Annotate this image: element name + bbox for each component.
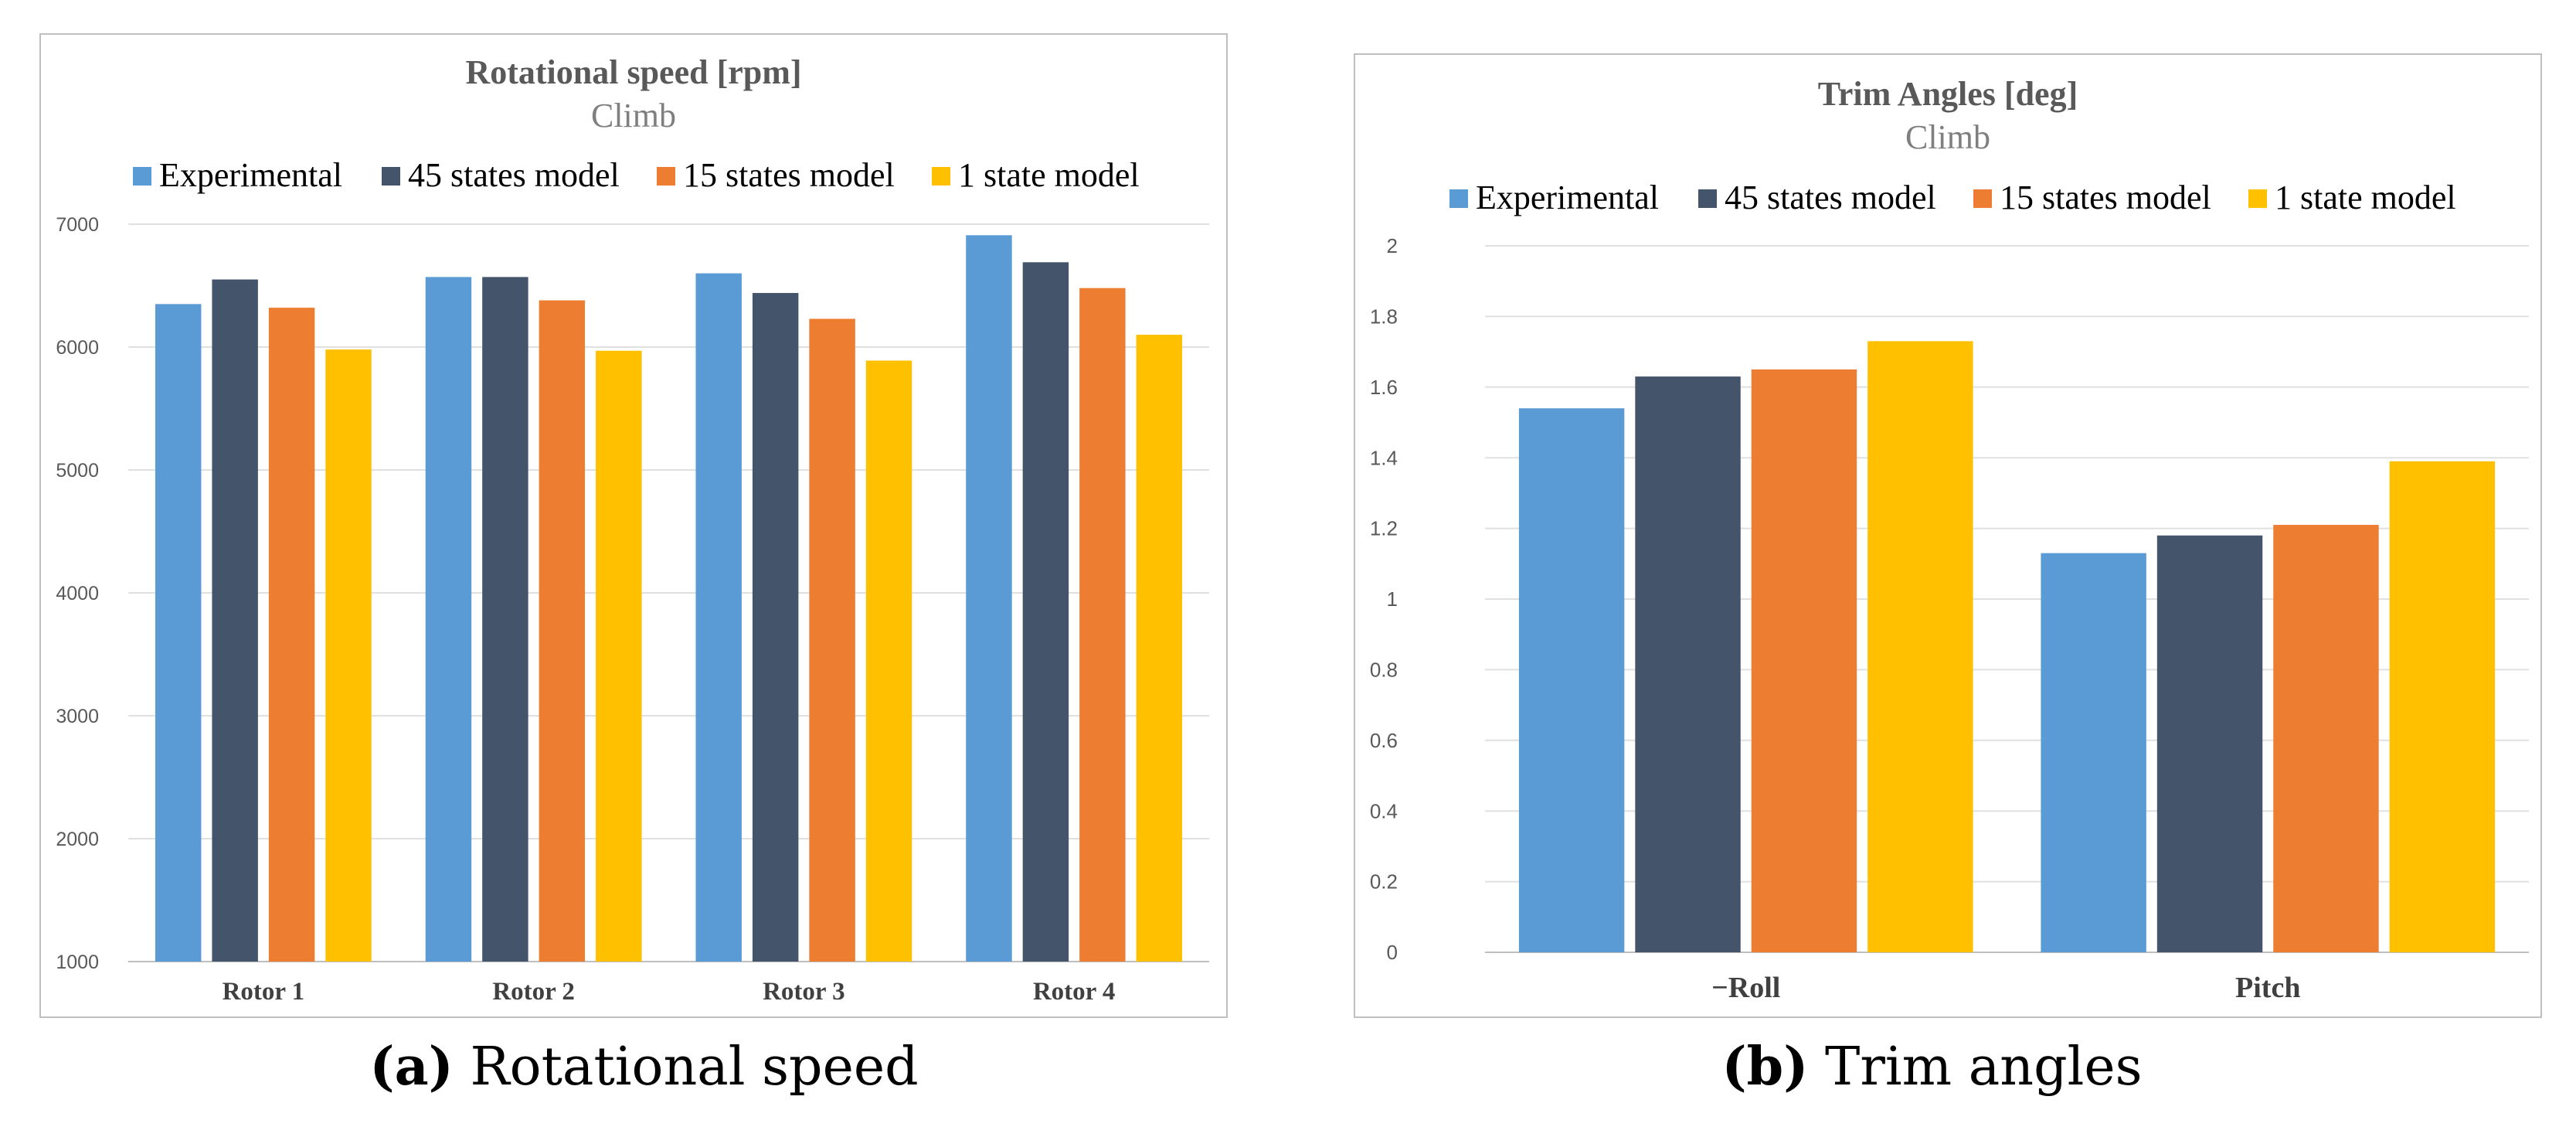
bar-rotor-2-1-state-model [596,350,642,962]
legend: Experimental 45 states model 15 states m… [1449,179,2456,216]
y-tick-label: 1.2 [1370,517,1398,540]
bar-pitch-15-states-model [2273,525,2379,952]
y-tick-label: 0.4 [1370,799,1398,822]
legend: Experimental 45 states model 15 states m… [133,156,1140,194]
bar-rotor-1-experimental [155,304,202,962]
chart-title: Trim Angles [deg] [1818,75,2078,113]
y-tick-label: 1000 [56,952,99,973]
y-tick-label: 0.8 [1370,659,1398,682]
y-tick-label: 2 [1387,234,1398,257]
chart-subtitle: Climb [1905,118,1990,156]
y-tick-label: 5000 [56,460,99,482]
y-tick-label: 6000 [56,337,99,359]
bar-rotor-4-experimental [966,235,1012,962]
bar-rotor-3-1-state-model [865,360,912,962]
bar-rotor-4-45-states-model [1022,262,1069,962]
legend-item-45-states-model: 45 states model [382,156,620,194]
y-tick-label: 1.6 [1370,376,1398,399]
legend-label: 1 state model [958,156,1140,194]
y-tick-label: 0 [1387,941,1398,964]
legend-item-15-states-model: 15 states model [657,156,895,194]
bars [155,235,1183,962]
y-tick-label: 1 [1387,587,1398,611]
x-tick-label: Pitch [2235,972,2300,1004]
legend-item-1-state-model: 1 state model [2248,179,2456,216]
chart-subtitle: Climb [591,97,676,134]
caption-letter: (b) [1721,1036,1809,1098]
bar-rotor-4-1-state-model [1136,335,1183,962]
bar-roll-experimental [1518,408,1625,952]
bar-roll-1-state-model [1867,341,1973,952]
y-tick-label: 0.2 [1370,870,1398,894]
bar-rotor-2-15-states-model [539,300,586,962]
legend-swatch [133,167,151,186]
bars [1518,341,2496,953]
bar-pitch-1-state-model [2389,461,2496,952]
y-tick-label: 4000 [56,583,99,604]
chart-title: Rotational speed [rpm] [465,53,801,91]
bar-rotor-3-45-states-model [752,293,799,962]
caption-text: Rotational speed [470,1037,919,1098]
bar-roll-45-states-model [1635,376,1741,953]
legend-label: Experimental [1476,179,1659,216]
y-tick-label: 3000 [56,706,99,727]
x-tick-label: Rotor 2 [492,978,575,1006]
panel-trim-angles: Trim Angles [deg] Climb Experimental 45 … [1288,0,2576,1127]
legend-swatch [657,167,675,186]
x-tick-label: −Roll [1711,972,1780,1004]
legend-item-experimental: Experimental [1449,179,1659,216]
x-axis-ticks: −Roll Pitch [1711,972,2300,1004]
legend-swatch [2248,189,2267,208]
panel-rotational-speed: Rotational speed [rpm] Climb Experimenta… [0,33,1288,1098]
y-axis-ticks: 1000 2000 3000 4000 5000 6000 7000 [56,214,99,973]
legend-swatch [1973,189,1992,208]
y-tick-label: 2000 [56,829,99,850]
bar-rotor-1-45-states-model [212,279,258,962]
bar-pitch-experimental [2041,553,2146,952]
bar-rotor-1-15-states-model [268,308,315,962]
bar-rotor-2-45-states-model [482,277,528,962]
bar-pitch-45-states-model [2156,535,2263,952]
y-tick-label: 0.6 [1370,729,1398,752]
x-tick-label: Rotor 1 [223,978,305,1006]
legend-label: 1 state model [2275,179,2456,216]
legend-label: 15 states model [2000,179,2211,216]
legend-item-15-states-model: 15 states model [1973,179,2211,216]
trim-angles-chart: Trim Angles [deg] Climb Experimental 45 … [1354,53,2542,1018]
bar-rotor-4-15-states-model [1079,288,1126,962]
x-tick-label: Rotor 4 [1033,978,1116,1006]
x-axis-ticks: Rotor 1 Rotor 2 Rotor 3 Rotor 4 [223,978,1116,1006]
legend-label: Experimental [159,156,342,194]
caption-text: Trim angles [1825,1037,2143,1098]
rotational-speed-chart: Rotational speed [rpm] Climb Experimenta… [39,33,1228,1018]
legend-swatch [382,167,400,186]
y-tick-label: 7000 [56,214,99,236]
caption-b: (b) Trim angles [1288,1036,2576,1098]
bar-roll-15-states-model [1751,369,1857,952]
legend-swatch [1449,189,1468,208]
legend-label: 45 states model [408,156,620,194]
legend-item-experimental: Experimental [133,156,342,194]
legend-swatch [1698,189,1717,208]
y-tick-label: 1.4 [1370,446,1398,469]
caption-letter: (a) [369,1036,454,1098]
legend-item-45-states-model: 45 states model [1698,179,1936,216]
bar-rotor-2-experimental [425,277,472,962]
legend-swatch [932,167,950,186]
y-axis-ticks: 0 0.2 0.4 0.6 0.8 1 1.2 1.4 1.6 1.8 2 [1370,234,1398,964]
bar-rotor-3-15-states-model [809,318,855,962]
legend-label: 45 states model [1725,179,1936,216]
caption-a: (a) Rotational speed [0,1036,1288,1098]
bar-rotor-3-experimental [695,273,742,962]
y-tick-label: 1.8 [1370,305,1398,329]
x-tick-label: Rotor 3 [763,978,845,1006]
bar-rotor-1-1-state-model [325,349,372,962]
legend-item-1-state-model: 1 state model [932,156,1140,194]
legend-label: 15 states model [683,156,895,194]
